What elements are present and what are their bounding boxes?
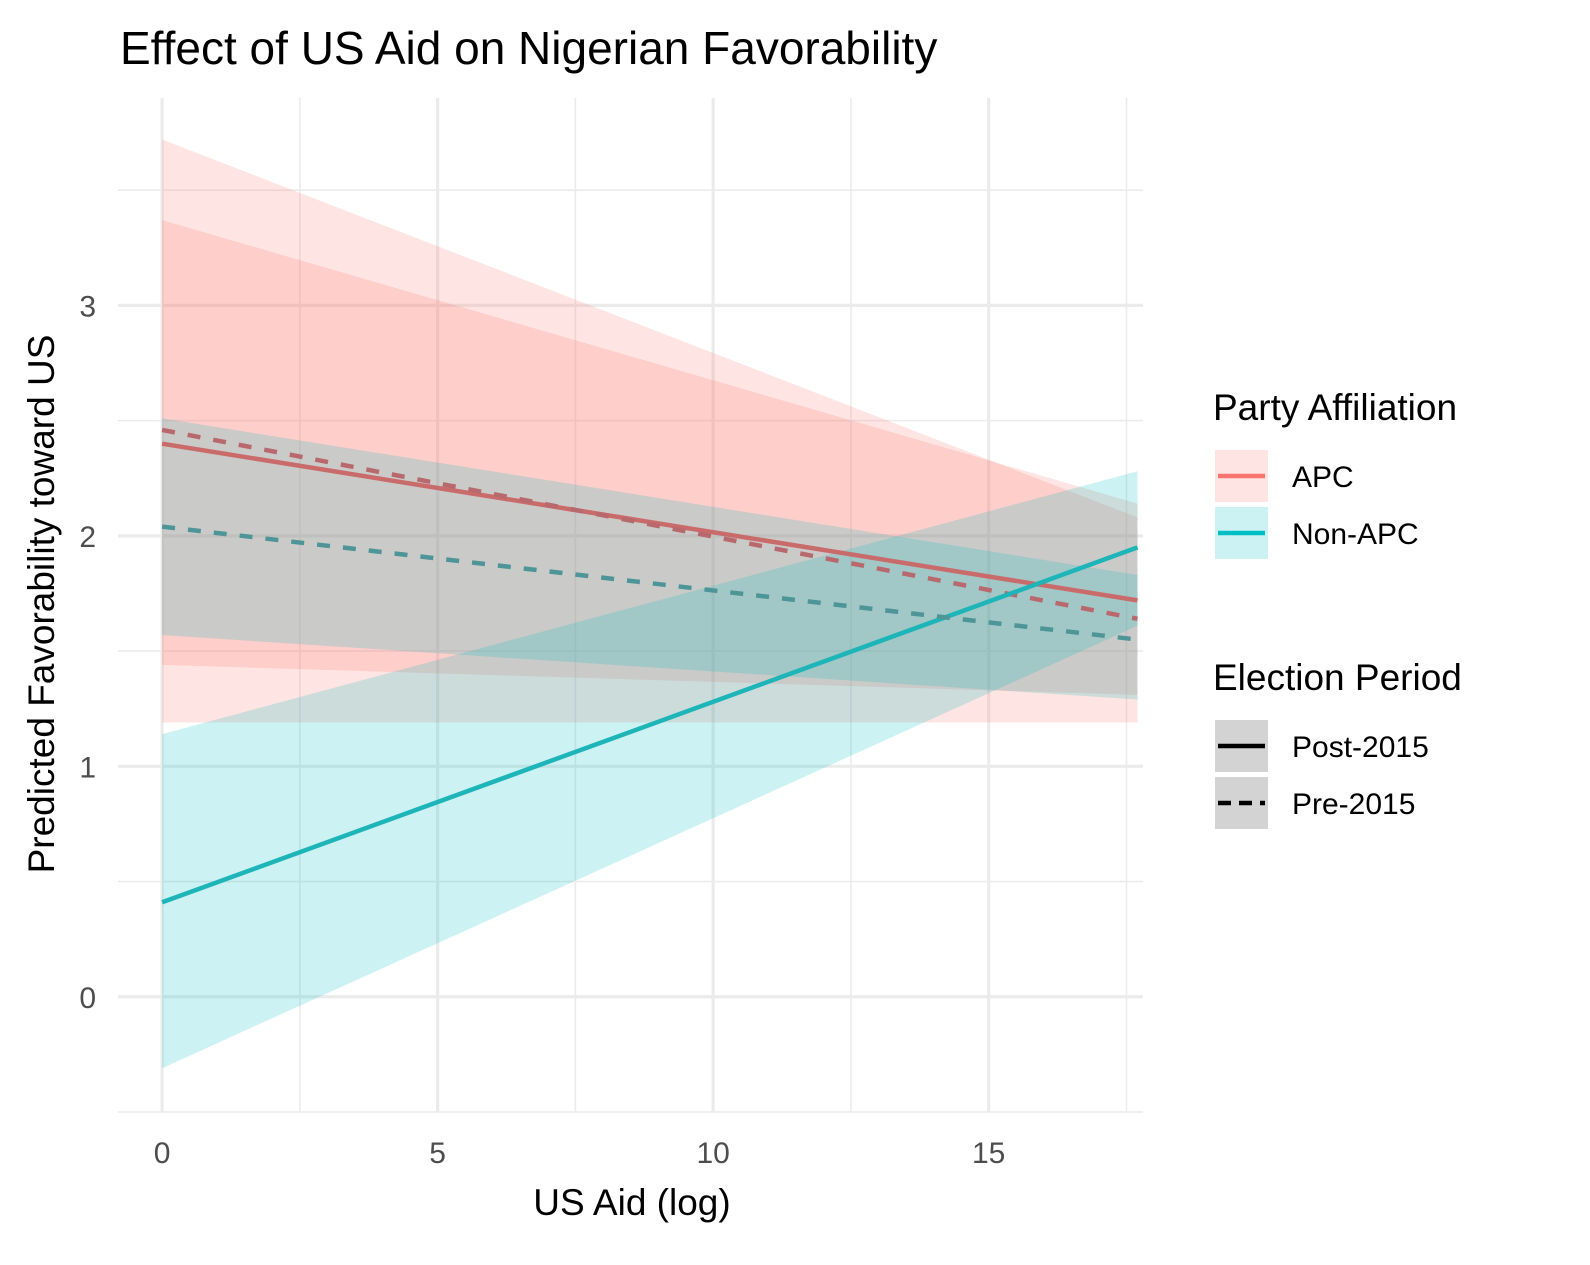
legend-party-keys: APC Non-APC [1215,450,1419,559]
legend-label-apc: APC [1292,461,1354,494]
legend: Party Affiliation Election Period APC Non… [1213,387,1462,829]
y-tick-labels: 0 1 2 3 [79,290,96,1014]
x-tick-label: 15 [972,1137,1005,1170]
ci-ribbon-non-apc-pre-2015 [162,418,1138,700]
y-axis-label: Predicted Favorability toward US [21,335,62,874]
grid-major [118,98,1143,1112]
y-tick-label: 3 [79,290,96,323]
legend-label-pre-2015: Pre-2015 [1292,788,1415,821]
x-tick-label: 10 [696,1137,729,1170]
y-tick-label: 1 [79,751,96,784]
legend-label-post-2015: Post-2015 [1292,731,1429,764]
x-tick-label: 5 [429,1137,446,1170]
legend-party-title: Party Affiliation [1213,387,1457,428]
ci-ribbon-apc-post-2015 [162,220,1138,695]
legend-label-non-apc: Non-APC [1292,518,1419,551]
y-tick-label: 2 [79,521,96,554]
fit-line-apc-post-2015 [161,441,1138,603]
fit-line-non-apc-post-2015 [161,545,1139,905]
chart-title: Effect of US Aid on Nigerian Favorabilit… [120,22,937,74]
fit-line-apc-pre-2015 [161,427,1138,622]
legend-period-keys: Post-2015 Pre-2015 [1215,720,1429,829]
ci-ribbon-non-apc-post-2015 [162,471,1138,1069]
ci-ribbon-apc-pre-2015 [162,139,1138,723]
x-tick-label: 0 [154,1137,171,1170]
grid-minor [118,98,1143,1113]
fit-line-non-apc-pre-2015 [161,524,1138,642]
x-tick-labels: 0 5 10 15 [154,1137,1006,1170]
y-tick-label: 0 [79,982,96,1015]
fit-lines [161,427,1139,905]
x-axis-label: US Aid (log) [533,1182,730,1223]
confidence-ribbons [162,139,1138,1069]
legend-period-title: Election Period [1213,657,1462,698]
